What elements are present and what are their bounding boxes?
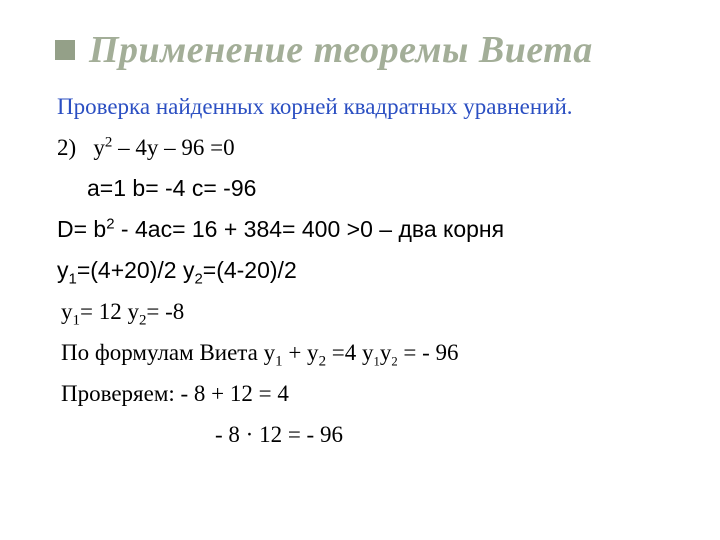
- roots-formula-line: у1=(4+20)/2 у2=(4-20)/2: [57, 255, 670, 286]
- root1-sub: 1: [69, 271, 77, 288]
- root2-formula: =(4-20)/2: [203, 257, 297, 283]
- root1-formula: =(4+20)/2 у: [77, 257, 195, 283]
- equation-line: 2) у2 – 4у – 96 =0: [57, 132, 670, 163]
- vieta-sub2: 2: [319, 354, 326, 370]
- slide-title: Применение теоремы Виета: [89, 28, 593, 72]
- roots-values-line: у1= 12 у2= -8: [57, 296, 670, 327]
- vieta-sum-eq: =4 у: [326, 340, 373, 365]
- check-sum-line: Проверяем: - 8 + 12 = 4: [57, 378, 670, 409]
- subtitle-text: Проверка найденных корней квадратных ура…: [57, 94, 670, 120]
- item-number: 2): [57, 135, 76, 160]
- root2-sub: 2: [194, 271, 202, 288]
- vieta-formulas-line: По формулам Виета у1 + у2 =4 у1у2 = - 96: [57, 337, 670, 368]
- val2-value: = -8: [146, 299, 184, 324]
- eq-var: у: [93, 135, 105, 160]
- square-bullet-icon: [55, 40, 75, 60]
- coefficients-line: а=1 b= -4 с= -96: [57, 173, 670, 204]
- discriminant-line: D= b2 - 4ас= 16 + 384= 400 >0 – два корн…: [57, 214, 670, 245]
- slide-container: Применение теоремы Виета Проверка найден…: [0, 0, 720, 540]
- title-row: Применение теоремы Виета: [55, 28, 670, 72]
- vieta-plus: + у: [283, 340, 319, 365]
- val1-value: = 12 у: [80, 299, 139, 324]
- vieta-sub1: 1: [275, 354, 282, 370]
- disc-exponent: 2: [106, 215, 114, 232]
- check-product-line: - 8 · 12 = - 96: [57, 419, 670, 450]
- root1-var: у: [57, 257, 69, 283]
- val1-sub: 1: [73, 313, 80, 329]
- vieta-prod-var: у: [380, 340, 392, 365]
- vieta-prod-eq: = - 96: [398, 340, 459, 365]
- eq-terms: – 4у – 96 =0: [112, 135, 234, 160]
- val1-var: у: [61, 299, 73, 324]
- disc-prefix: D= b: [57, 216, 106, 242]
- vieta-text: По формулам Виета у: [61, 340, 275, 365]
- content-area: Проверка найденных корней квадратных ура…: [55, 94, 670, 450]
- disc-rest: - 4ас= 16 + 384= 400 >0 – два корня: [115, 216, 505, 242]
